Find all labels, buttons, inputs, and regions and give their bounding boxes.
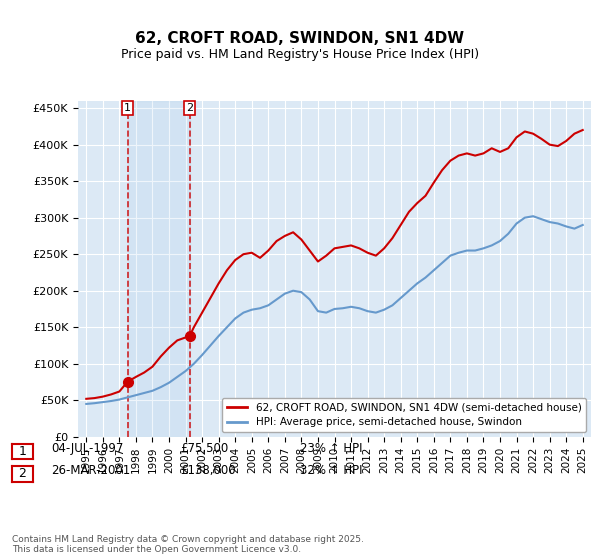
Text: 62, CROFT ROAD, SWINDON, SN1 4DW: 62, CROFT ROAD, SWINDON, SN1 4DW <box>136 31 464 46</box>
Text: Contains HM Land Registry data © Crown copyright and database right 2025.
This d: Contains HM Land Registry data © Crown c… <box>12 535 364 554</box>
Text: 26-MAR-2001: 26-MAR-2001 <box>51 464 130 477</box>
Legend: 62, CROFT ROAD, SWINDON, SN1 4DW (semi-detached house), HPI: Average price, semi: 62, CROFT ROAD, SWINDON, SN1 4DW (semi-d… <box>223 398 586 432</box>
Text: 1: 1 <box>19 445 26 458</box>
Text: Price paid vs. HM Land Registry's House Price Index (HPI): Price paid vs. HM Land Registry's House … <box>121 48 479 60</box>
Text: 23% ↑ HPI: 23% ↑ HPI <box>300 442 362 455</box>
Text: 2: 2 <box>186 103 193 113</box>
Text: 32% ↑ HPI: 32% ↑ HPI <box>300 464 362 477</box>
Text: 1: 1 <box>124 103 131 113</box>
Text: 04-JUL-1997: 04-JUL-1997 <box>51 442 124 455</box>
Text: £75,500: £75,500 <box>180 442 228 455</box>
Text: 2: 2 <box>19 467 26 480</box>
Text: £138,000: £138,000 <box>180 464 236 477</box>
Bar <box>128 101 190 437</box>
